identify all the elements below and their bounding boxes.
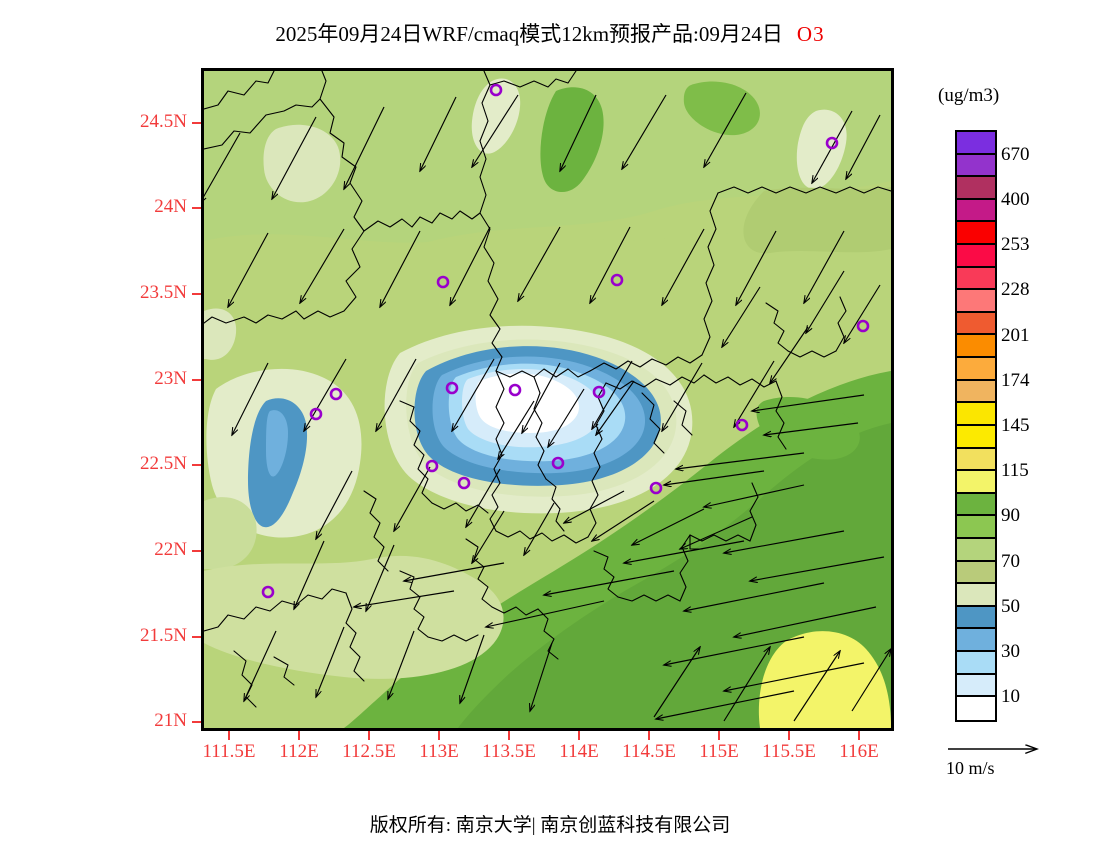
colorbar-tick-50: 50: [1001, 595, 1020, 617]
lat-tick-24.5N: 24.5N: [140, 110, 187, 132]
lon-tick-114E: 114E: [559, 741, 599, 762]
lat-tick-23.5N: 23.5N: [140, 282, 187, 304]
colorbar-band-4: [957, 222, 995, 246]
wind-vector-field: [204, 92, 891, 722]
colorbar-band-10: [957, 358, 995, 381]
wind-scale-label: 10 m/s: [946, 758, 995, 778]
colorbar-tick-253: 253: [1001, 234, 1030, 256]
colorbar-tick-70: 70: [1001, 550, 1020, 572]
lon-tick-116E: 116E: [839, 741, 879, 762]
lat-tick-mark: [192, 378, 201, 381]
lat-tick-mark: [192, 721, 201, 724]
lat-tick-21.5N: 21.5N: [140, 624, 187, 646]
colorbar-band-2: [957, 177, 995, 200]
copyright-footer: 版权所有: 南京大学| 南京创蓝科技有限公司: [369, 815, 731, 836]
lon-tick-112E: 112E: [279, 741, 319, 762]
lon-tick-mark: [438, 731, 440, 740]
lon-tick-mark: [508, 731, 510, 740]
colorbar-tick-145: 145: [1001, 415, 1030, 436]
colorbar-tick-115: 115: [1001, 460, 1029, 482]
colorbar-band-13: [957, 425, 995, 449]
lon-tick-115E: 115E: [699, 741, 739, 762]
colorbar-band-23: [957, 652, 995, 675]
map-contour-canvas: [204, 71, 891, 728]
colorbar-band-0: [957, 132, 995, 155]
lon-tick-mark: [578, 731, 580, 740]
arrow-right-icon: [948, 740, 1054, 760]
colorbar-band-1: [957, 154, 995, 178]
colorbar-band-7: [957, 290, 995, 313]
lat-tick-24N: 24N: [154, 196, 187, 218]
colorbar-band-5: [957, 245, 995, 268]
colorbar-band-6: [957, 267, 995, 291]
colorbar-band-24: [957, 674, 995, 698]
colorbar-tick-30: 30: [1001, 641, 1020, 663]
colorbar-tick-10: 10: [1001, 686, 1020, 708]
lon-tick-111.5E: 111.5E: [202, 741, 256, 762]
colorbar-tick-201: 201: [1001, 324, 1030, 346]
colorbar-band-16: [957, 493, 995, 517]
colorbar-band-15: [957, 471, 995, 494]
contour-fill-group: [204, 71, 891, 728]
lat-tick-23N: 23N: [154, 367, 187, 389]
colorbar-tick-90: 90: [1001, 505, 1020, 527]
colorbar-band-20: [957, 584, 995, 607]
lon-tick-mark: [718, 731, 720, 740]
forecast-map[interactable]: [201, 68, 894, 731]
colorbar-band-21: [957, 606, 995, 630]
lat-tick-mark: [192, 635, 201, 638]
lat-tick-mark: [192, 464, 201, 467]
lon-tick-mark: [228, 731, 230, 740]
colorbar-band-22: [957, 629, 995, 653]
station-marker-group[interactable]: [261, 83, 870, 599]
colorbar-tick-670: 670: [1001, 143, 1030, 165]
colorbar-tick-400: 400: [1001, 188, 1030, 210]
page-title: 2025年09月24日WRF/cmaq模式12km预报产品:09月24日 O3: [0, 18, 1100, 48]
lon-tick-114.5E: 114.5E: [622, 741, 676, 762]
wind-scale-legend: 10 m/s: [944, 740, 1084, 779]
lat-tick-mark: [192, 121, 201, 124]
colorbar-band-19: [957, 561, 995, 585]
lat-tick-22N: 22N: [154, 539, 187, 561]
colorbar-band-11: [957, 380, 995, 404]
colorbar-band-8: [957, 312, 995, 336]
title-species-label: O3: [796, 22, 825, 46]
lon-tick-112.5E: 112.5E: [342, 741, 396, 762]
lat-tick-22.5N: 22.5N: [140, 453, 187, 475]
lon-tick-mark: [648, 731, 650, 740]
colorbar-band-18: [957, 538, 995, 562]
colorbar[interactable]: 670 400 253 228 201 174 145 115 90 70 50 30 10: [955, 130, 1030, 722]
colorbar-band-9: [957, 335, 995, 359]
lon-tick-113E: 113E: [419, 741, 459, 762]
colorbar-band-25: [957, 697, 995, 720]
colorbar-band-3: [957, 199, 995, 223]
colorbar-gradient: [955, 130, 997, 722]
colorbar-tick-228: 228: [1001, 279, 1030, 301]
lon-tick-115.5E: 115.5E: [762, 741, 816, 762]
lat-tick-21N: 21N: [154, 710, 187, 732]
lon-tick-113.5E: 113.5E: [482, 741, 536, 762]
lon-tick-mark: [858, 731, 860, 740]
colorbar-units-label: (ug/m3): [938, 85, 1000, 106]
colorbar-band-17: [957, 516, 995, 539]
lat-tick-mark: [192, 550, 201, 553]
lon-tick-mark: [788, 731, 790, 740]
colorbar-tick-174: 174: [1001, 369, 1030, 391]
lat-tick-mark: [192, 207, 201, 210]
lon-tick-mark: [368, 731, 370, 740]
lat-tick-mark: [192, 293, 201, 296]
title-main-text: 2025年09月24日WRF/cmaq模式12km预报产品:09月24日: [275, 22, 783, 46]
colorbar-band-14: [957, 448, 995, 472]
lon-tick-mark: [298, 731, 300, 740]
colorbar-band-12: [957, 403, 995, 426]
